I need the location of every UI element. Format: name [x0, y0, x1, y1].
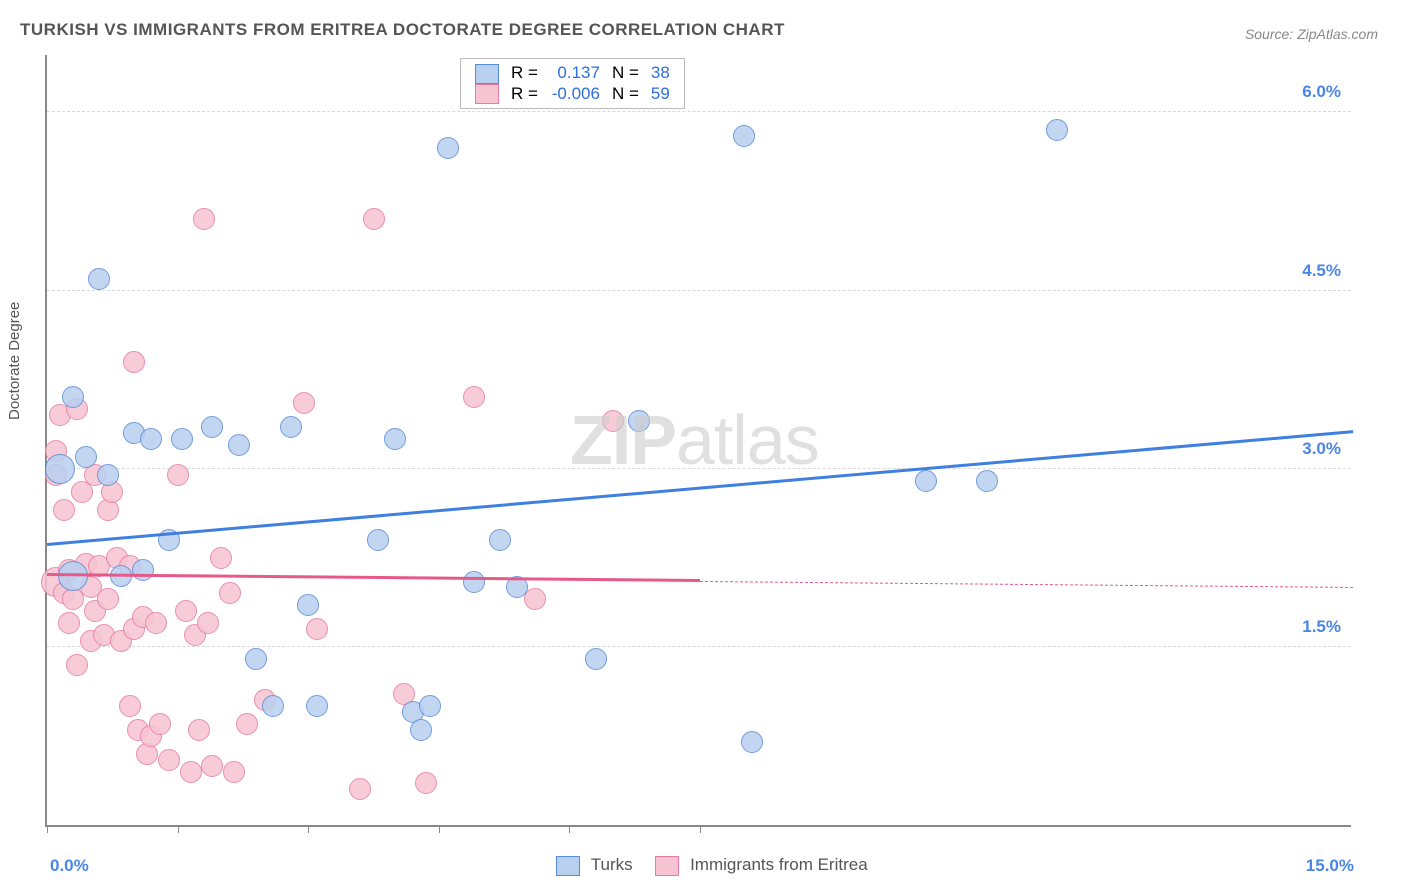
- scatter-point: [741, 731, 763, 753]
- scatter-point: [384, 428, 406, 450]
- y-axis-label: Doctorate Degree: [6, 302, 23, 420]
- legend-label-eritrea: Immigrants from Eritrea: [690, 855, 868, 874]
- scatter-point: [245, 648, 267, 670]
- scatter-point: [88, 268, 110, 290]
- scatter-point: [66, 654, 88, 676]
- scatter-point: [306, 695, 328, 717]
- scatter-point: [53, 499, 75, 521]
- n-label: N =: [606, 84, 645, 105]
- scatter-point: [236, 713, 258, 735]
- scatter-point: [349, 778, 371, 800]
- scatter-point: [119, 695, 141, 717]
- scatter-point: [201, 416, 223, 438]
- scatter-point: [415, 772, 437, 794]
- n-value-turks: 38: [645, 63, 676, 84]
- scatter-point: [915, 470, 937, 492]
- swatch-eritrea-icon: [475, 84, 499, 104]
- scatter-point: [280, 416, 302, 438]
- scatter-point: [201, 755, 223, 777]
- swatch-turks-icon: [475, 64, 499, 84]
- scatter-point: [410, 719, 432, 741]
- x-tick: [178, 825, 179, 833]
- n-label: N =: [606, 63, 645, 84]
- scatter-point: [97, 464, 119, 486]
- scatter-point: [223, 761, 245, 783]
- y-tick-label: 6.0%: [1302, 82, 1341, 102]
- scatter-point: [463, 386, 485, 408]
- scatter-point: [489, 529, 511, 551]
- trend-line: [700, 581, 1353, 588]
- scatter-point: [437, 137, 459, 159]
- scatter-point: [75, 446, 97, 468]
- scatter-point: [45, 454, 75, 484]
- r-label: R =: [505, 63, 544, 84]
- gridline: [47, 111, 1351, 112]
- legend-bottom: Turks Immigrants from Eritrea: [0, 855, 1406, 876]
- scatter-point: [158, 749, 180, 771]
- scatter-point: [71, 481, 93, 503]
- scatter-point: [297, 594, 319, 616]
- scatter-point: [58, 612, 80, 634]
- x-tick: [439, 825, 440, 833]
- y-tick-label: 3.0%: [1302, 439, 1341, 459]
- scatter-point: [293, 392, 315, 414]
- scatter-point: [123, 351, 145, 373]
- scatter-point: [363, 208, 385, 230]
- scatter-point: [419, 695, 441, 717]
- x-tick: [569, 825, 570, 833]
- scatter-point: [175, 600, 197, 622]
- r-value-eritrea: -0.006: [544, 84, 606, 105]
- legend-label-turks: Turks: [591, 855, 633, 874]
- legend-row-eritrea: R = -0.006 N = 59: [469, 84, 676, 105]
- scatter-point: [62, 386, 84, 408]
- source-label: Source: ZipAtlas.com: [1245, 26, 1378, 42]
- scatter-point: [367, 529, 389, 551]
- legend-stats: R = 0.137 N = 38 R = -0.006 N = 59: [460, 58, 685, 109]
- scatter-point: [140, 428, 162, 450]
- scatter-point: [193, 208, 215, 230]
- x-axis-min: 0.0%: [50, 856, 89, 876]
- y-tick-label: 1.5%: [1302, 617, 1341, 637]
- scatter-point: [219, 582, 241, 604]
- chart-title: TURKISH VS IMMIGRANTS FROM ERITREA DOCTO…: [20, 20, 785, 40]
- scatter-point: [180, 761, 202, 783]
- swatch-eritrea-icon: [655, 856, 679, 876]
- scatter-point: [145, 612, 167, 634]
- x-tick: [47, 825, 48, 833]
- scatter-point: [171, 428, 193, 450]
- scatter-point: [97, 588, 119, 610]
- r-label: R =: [505, 84, 544, 105]
- scatter-point: [149, 713, 171, 735]
- scatter-point: [197, 612, 219, 634]
- scatter-point: [976, 470, 998, 492]
- scatter-point: [733, 125, 755, 147]
- scatter-point: [167, 464, 189, 486]
- scatter-point: [1046, 119, 1068, 141]
- x-tick: [700, 825, 701, 833]
- n-value-eritrea: 59: [645, 84, 676, 105]
- scatter-point: [585, 648, 607, 670]
- x-tick: [308, 825, 309, 833]
- watermark: ZIPatlas: [570, 400, 819, 480]
- scatter-point: [228, 434, 250, 456]
- x-axis-max: 15.0%: [1306, 856, 1354, 876]
- y-tick-label: 4.5%: [1302, 261, 1341, 281]
- legend-row-turks: R = 0.137 N = 38: [469, 63, 676, 84]
- gridline: [47, 290, 1351, 291]
- swatch-turks-icon: [556, 856, 580, 876]
- scatter-point: [132, 559, 154, 581]
- scatter-point: [188, 719, 210, 741]
- scatter-point: [306, 618, 328, 640]
- scatter-point: [463, 571, 485, 593]
- gridline: [47, 646, 1351, 647]
- r-value-turks: 0.137: [544, 63, 606, 84]
- scatter-point: [262, 695, 284, 717]
- scatter-point: [210, 547, 232, 569]
